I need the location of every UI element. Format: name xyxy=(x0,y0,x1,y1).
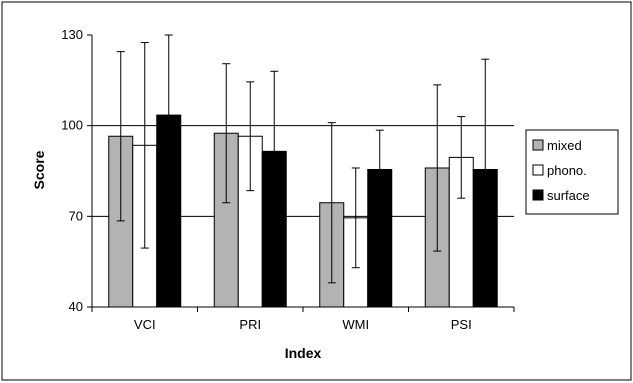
x-tick-label: WMI xyxy=(342,317,369,332)
legend-label: phono. xyxy=(547,163,587,178)
x-tick-label: PSI xyxy=(451,317,472,332)
legend-label: surface xyxy=(547,188,590,203)
y-axis-title: Score xyxy=(31,150,47,189)
legend-swatch xyxy=(532,139,544,151)
x-tick-label: PRI xyxy=(239,317,261,332)
legend-swatch xyxy=(532,189,544,201)
x-axis-title: Index xyxy=(285,345,322,361)
y-tick-label: 130 xyxy=(61,27,83,42)
legend-label: mixed xyxy=(547,138,582,153)
legend-swatch xyxy=(532,164,544,176)
y-tick-label: 70 xyxy=(69,208,83,223)
y-tick-label: 40 xyxy=(69,299,83,314)
axes: 40 70 100 130 VCI PRI WMI PSI xyxy=(61,27,515,332)
legend: mixed phono. surface xyxy=(525,129,619,215)
error-bars xyxy=(116,34,490,284)
y-tick-label: 100 xyxy=(61,118,83,133)
x-tick-label: VCI xyxy=(134,317,156,332)
